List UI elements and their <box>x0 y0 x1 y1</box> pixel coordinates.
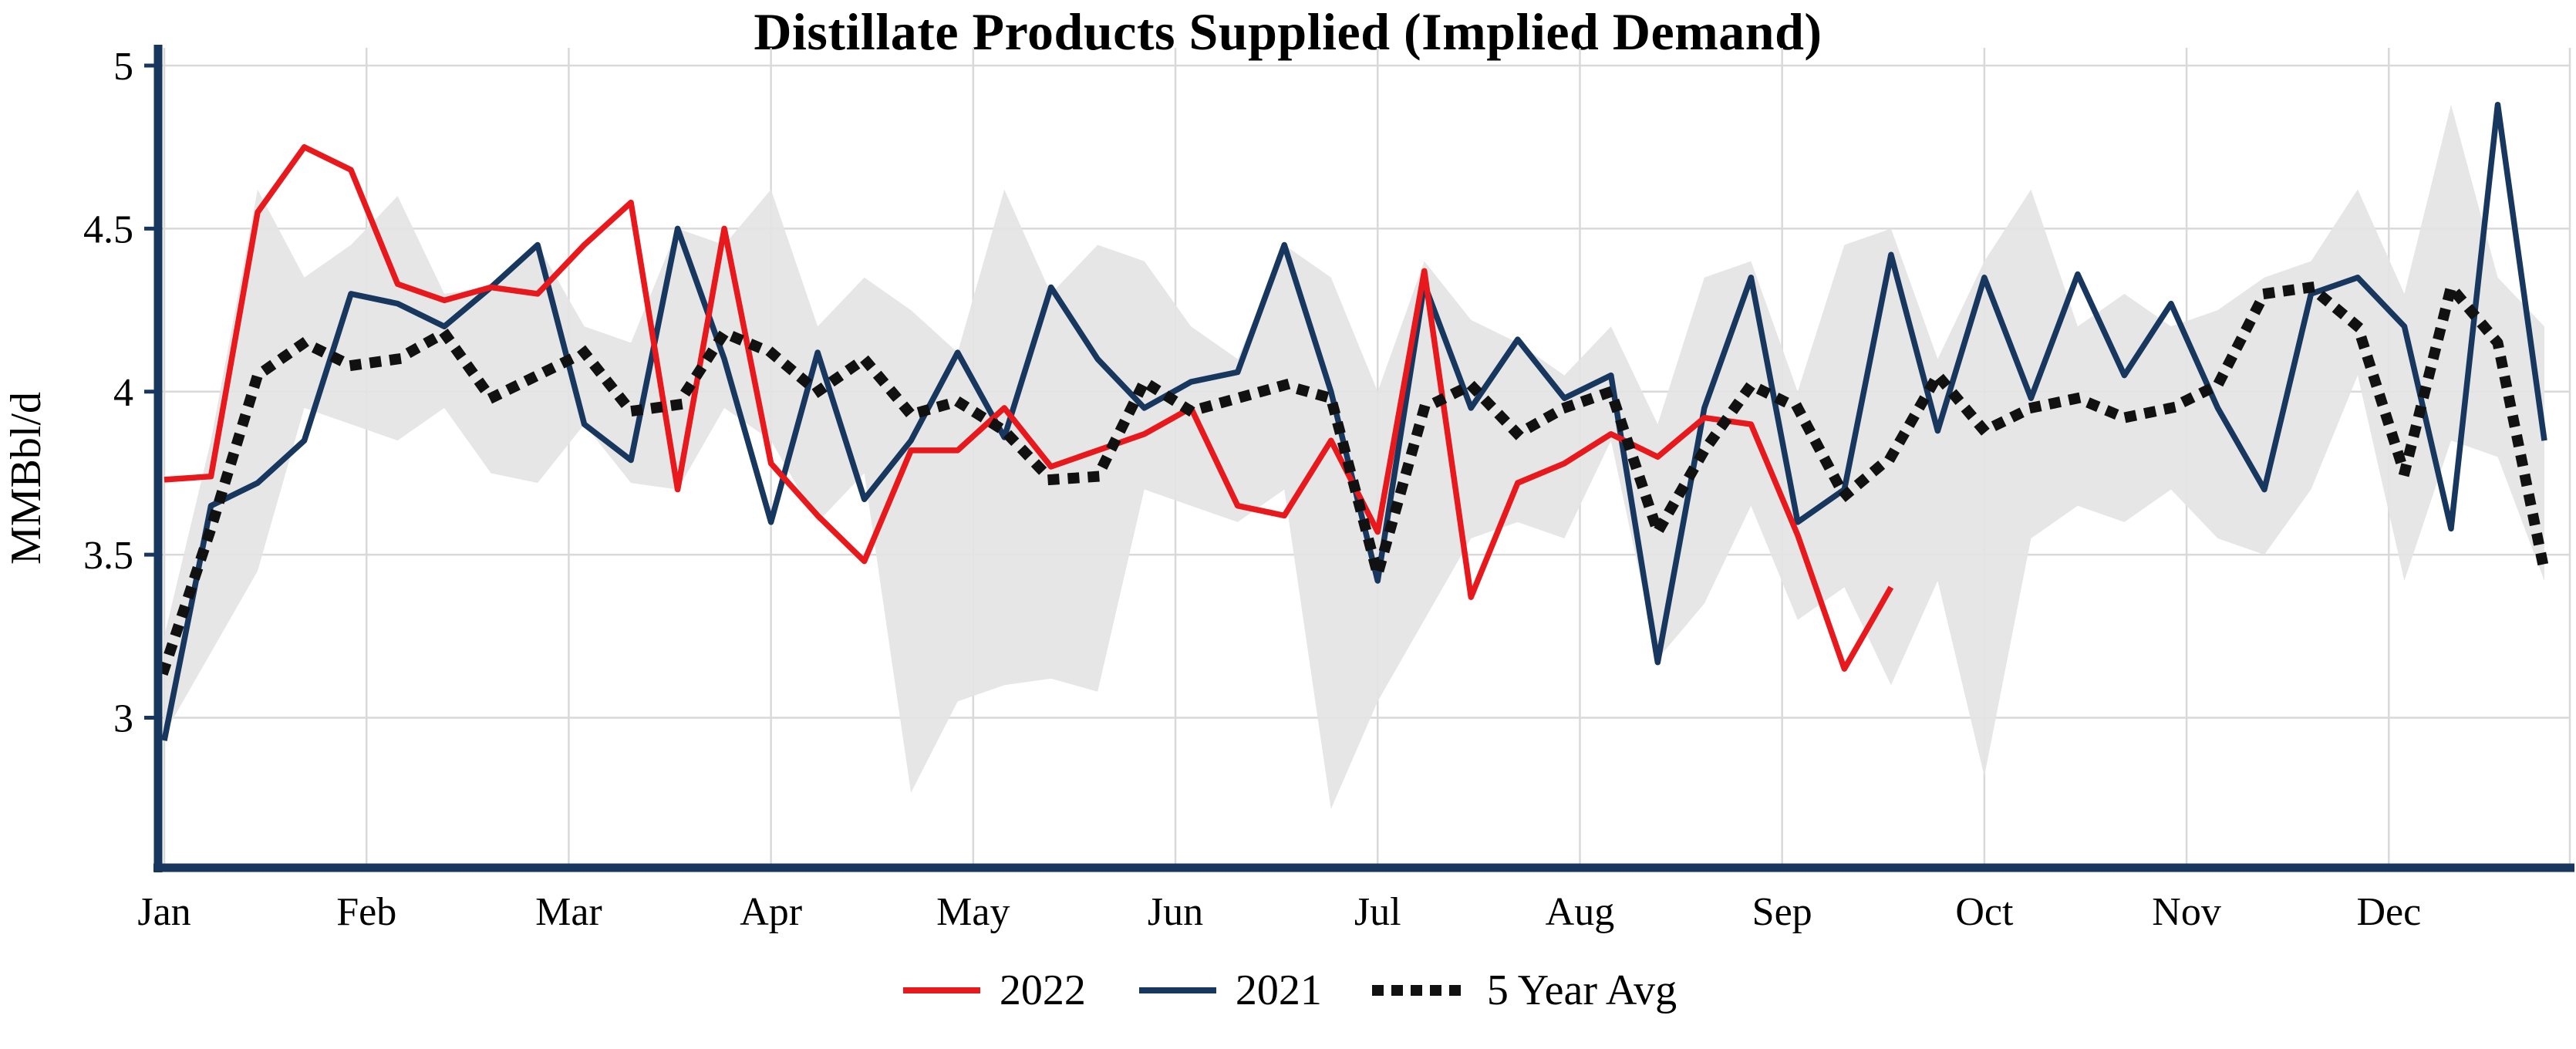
x-tick-label: Nov <box>2152 890 2221 934</box>
legend-label-5-year-avg: 5 Year Avg <box>1486 966 1677 1014</box>
x-tick-label: Aug <box>1546 890 1615 934</box>
x-tick-label: Dec <box>2356 890 2421 934</box>
x-tick-label: Mar <box>535 890 602 934</box>
legend-item-5-year-avg: 5 Year Avg <box>1371 966 1677 1015</box>
legend-label-2022: 2022 <box>999 966 1086 1014</box>
y-tick-label: 3 <box>113 697 133 741</box>
chart-title: Distillate Products Supplied (Implied De… <box>754 2 1822 61</box>
legend-swatch-5yr-avg-dotted-line <box>1371 985 1471 996</box>
axes <box>144 45 2574 872</box>
x-tick-label: Jan <box>137 890 191 934</box>
series-line-5-year-avg <box>157 282 2551 676</box>
five-year-range-band <box>164 104 2544 809</box>
legend-swatch-2021-line <box>1138 987 1216 993</box>
x-tick-label: Apr <box>740 890 802 934</box>
legend-item-2021: 2021 <box>1135 966 1322 1015</box>
range-band-polygon <box>164 104 2544 809</box>
legend-label-2021: 2021 <box>1235 966 1322 1014</box>
x-tick-label: Jun <box>1148 890 1203 934</box>
series-lines <box>157 101 2551 741</box>
y-axis-title: MMBbl/d <box>2 392 50 565</box>
x-tick-label: Feb <box>336 890 396 934</box>
legend: 2022 2021 5 Year Avg <box>0 966 2576 1015</box>
y-tick-label: 3.5 <box>83 534 133 578</box>
x-tick-label: Oct <box>1955 890 2014 934</box>
legend-swatch-2022-line <box>902 987 980 993</box>
x-tick-label: May <box>936 890 1010 934</box>
y-tick-label: 4.5 <box>83 207 133 251</box>
y-tick-label: 5 <box>113 45 133 89</box>
series-line-2022 <box>164 143 1894 672</box>
legend-item-2022: 2022 <box>899 966 1086 1015</box>
tick-labels: Jan Feb Mar Apr May Jun Jul Aug Sep Oct Nov Dec 3 3.5… <box>83 45 2421 934</box>
x-tick-label: Sep <box>1752 890 1812 934</box>
x-tick-label: Jul <box>1354 890 1401 934</box>
y-tick-label: 4 <box>113 371 133 415</box>
plot-area: Jan Feb Mar Apr May Jun Jul Aug Sep Oct Nov Dec 3 3.5… <box>2 45 2574 934</box>
